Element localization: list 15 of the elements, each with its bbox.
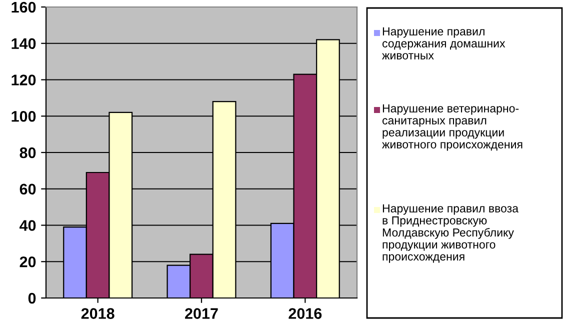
y-tick-label: 40 — [20, 220, 36, 231]
y-tick-label: 20 — [20, 256, 36, 268]
y-tick-label: 140 — [12, 38, 36, 50]
x-tick-label: 2016 — [288, 308, 322, 319]
y-tick-label: 0 — [28, 292, 36, 304]
y-tick-label: 120 — [12, 74, 36, 86]
y-tick-label: 80 — [20, 147, 36, 158]
y-tick-label: 60 — [20, 184, 36, 195]
y-tick-label: 160 — [12, 2, 36, 13]
x-tick-label: 2018 — [81, 308, 114, 319]
legend-label: Нарушение правил ввоза в Приднестровскую Молдавскую Республику продукции животного происхождения — [382, 204, 519, 263]
legend-label: Нарушение правил содержания домашних животных — [382, 27, 506, 60]
y-tick-label: 100 — [12, 110, 36, 122]
legend-label: Нарушение ветеринарно- санитарных правил реализации продукции животного происхождения — [382, 104, 522, 151]
x-tick-label: 2017 — [185, 308, 218, 319]
